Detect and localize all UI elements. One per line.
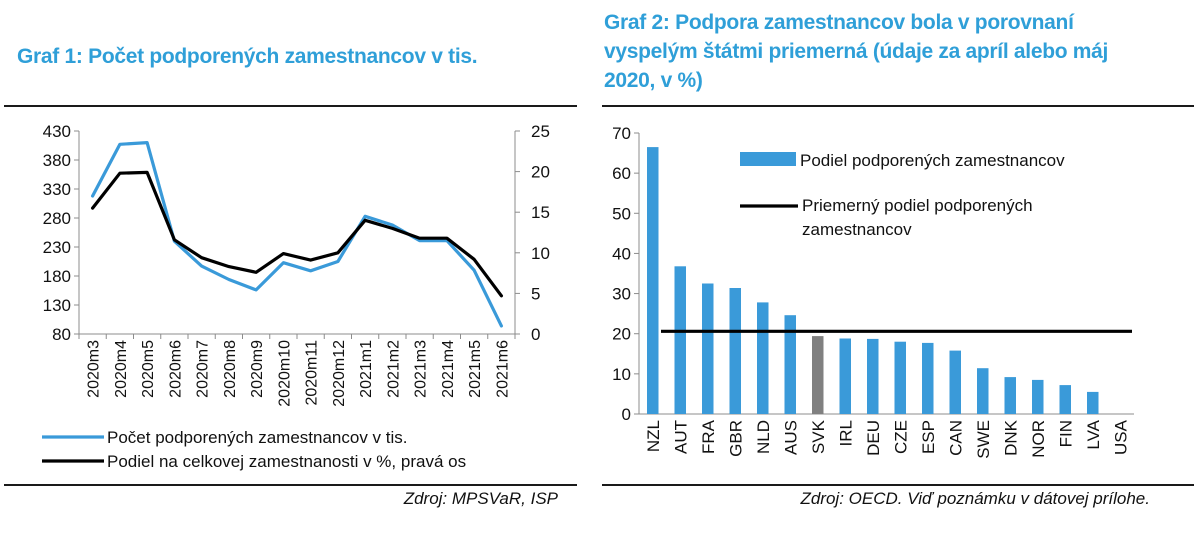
chart-2-plot: 0 10 20 30 40 50 60 70 NZL AUT FRA GBR NLD AUS SVK IRL D… [612,124,1134,459]
chart-2-x-tick-label: LVA [1084,419,1103,449]
chart-2-bar-fin [1059,385,1071,414]
chart-2-x-tick-label: DNK [1001,419,1020,456]
chart-1-bottom-rule [4,484,577,486]
chart-2-bar-aus [784,315,796,414]
chart-2-bar-nzl [647,147,659,414]
chart-1-left-tick-label: 180 [43,267,71,286]
chart-2-y-tick-label: 40 [612,244,631,263]
chart-1-right-tick-label: 25 [531,122,550,141]
chart-1-x-tick-label: 2020m8 [222,340,239,398]
chart-2-legend-label: Priemerný podiel podporených [802,196,1033,215]
chart-2-legend-label: zamestnancov [802,220,912,239]
chart-2-x-tick-label: NZL [644,420,663,452]
chart-2-x-tick-label: FIN [1056,420,1075,447]
chart-2-legend-swatch-bars [740,152,796,166]
chart-2-x-tick-label: SVK [809,419,828,454]
chart-1-x-tick-label: 2020m12 [331,340,348,407]
chart-2-x-tick-label: FRA [699,419,718,454]
chart-1-right-tick-label: 20 [531,163,550,182]
chart-2-x-tick-label: DEU [864,420,883,456]
chart-2-bar-deu [867,338,879,414]
chart-1-x-tick-label: 2020m11 [304,340,321,406]
chart-2-x-tick-label: NLD [754,420,773,454]
chart-2-bottom-rule [602,484,1194,486]
chart-1-plot: 80 130 180 230 280 330 380 430 0 5 10 15 20 25 2020m3 2… [42,122,550,471]
chart-2-bar-irl [839,338,851,414]
chart-1-right-tick-label: 10 [531,244,550,263]
chart-1-left-tick-label: 380 [43,151,71,170]
chart-1-legend-label: Podiel na celkovej zamestnanosti v %, pr… [107,452,466,471]
chart-1-x-tick-label: 2021m4 [440,340,457,398]
chart-2-bar-swe [977,368,989,414]
chart-1-x-tick-label: 2020m7 [195,340,212,398]
chart-1-left-tick-label: 330 [43,180,71,199]
chart-2-bar-esp [922,342,934,414]
chart-1-x-tick-label: 2021m5 [467,340,484,398]
chart-2-x-tick-label: CAN [946,420,965,456]
chart-1-x-tick-label: 2021m6 [494,340,511,398]
chart-1-x-tick-label: 2020m3 [86,340,103,398]
chart-1-x-tick-label: 2020m9 [249,340,266,398]
chart-1-left-tick-label: 230 [43,238,71,257]
chart-2-x-tick-label: USA [1111,419,1130,455]
chart-2-bar-can [949,350,961,414]
chart-2-x-tick-label: IRL [836,420,855,446]
chart-1-left-tick-label: 430 [43,122,71,141]
chart-1-x-tick-label: 2020m4 [113,340,130,398]
chart-2-bar-fra [702,283,714,414]
chart-2-bar-aut [674,266,686,414]
chart-1-x-tick-label: 2021m2 [385,340,402,398]
chart-2-bar-cze [894,341,906,414]
chart-2-bar-gbr [729,288,741,414]
chart-1-left-tick-label: 130 [43,296,71,315]
chart-1-left-tick-label: 80 [52,325,71,344]
chart-2-x-tick-label: GBR [726,420,745,457]
chart-2-y-tick-label: 10 [612,365,631,384]
chart-2-top-rule [602,105,1194,107]
chart-2-x-tick-label: ESP [919,420,938,454]
chart-2-bar-lva [1087,391,1099,414]
chart-1-right-tick-label: 5 [531,284,540,303]
chart-2-bar-dnk [1004,377,1016,414]
chart-1-legend-label: Počet podporených zamestnancov v tis. [107,428,408,447]
chart-2-x-tick-label: AUT [671,420,690,454]
chart-2-title: Graf 2: Podpora zamestnancov bola v poro… [604,11,1109,92]
chart-2-y-tick-label: 60 [612,164,631,183]
chart-2-legend-label: Podiel podporených zamestnancov [800,151,1065,170]
chart-2-source: Zdroj: OECD. Viď poznámku v dátovej príl… [800,489,1150,508]
chart-2-x-tick-label: AUS [781,420,800,455]
chart-1-x-tick-label: 2020m5 [140,340,157,398]
chart-2-x-tick-label: NOR [1029,420,1048,458]
chart-1-top-rule [4,105,577,107]
chart-2-bar-nld [757,302,769,414]
chart-1-right-tick-label: 15 [531,203,550,222]
chart-1-x-tick-label: 2021m3 [413,340,430,398]
chart-2-y-tick-label: 0 [622,405,631,424]
chart-2-y-tick-label: 30 [612,285,631,304]
chart-panel-2: Graf 2: Podpora zamestnancov bola v poro… [596,0,1200,537]
chart-1-x-tick-label: 2021m1 [358,340,375,398]
chart-2-y-tick-label: 50 [612,204,631,223]
chart-2-bar-nor [1032,379,1044,414]
chart-1-series-line-2 [90,170,503,298]
chart-panel-1: Graf 1: Počet podporených zamestnancov v… [0,0,580,537]
chart-2-y-tick-label: 20 [612,325,631,344]
chart-1-x-tick-label: 2020m6 [167,340,184,398]
chart-1-series-line-1 [90,141,503,328]
chart-2-bar-svk [812,336,824,414]
chart-2-x-tick-label: CZE [891,420,910,454]
chart-2-x-tick-label: SWE [974,420,993,459]
chart-1-left-tick-label: 280 [43,209,71,228]
chart-1-x-tick-label: 2020m10 [276,340,293,407]
chart-1-title: Graf 1: Počet podporených zamestnancov v… [17,45,478,68]
chart-1-right-tick-label: 0 [531,325,540,344]
chart-1-source: Zdroj: MPSVaR, ISP [403,489,558,508]
chart-2-y-tick-label: 70 [612,124,631,143]
